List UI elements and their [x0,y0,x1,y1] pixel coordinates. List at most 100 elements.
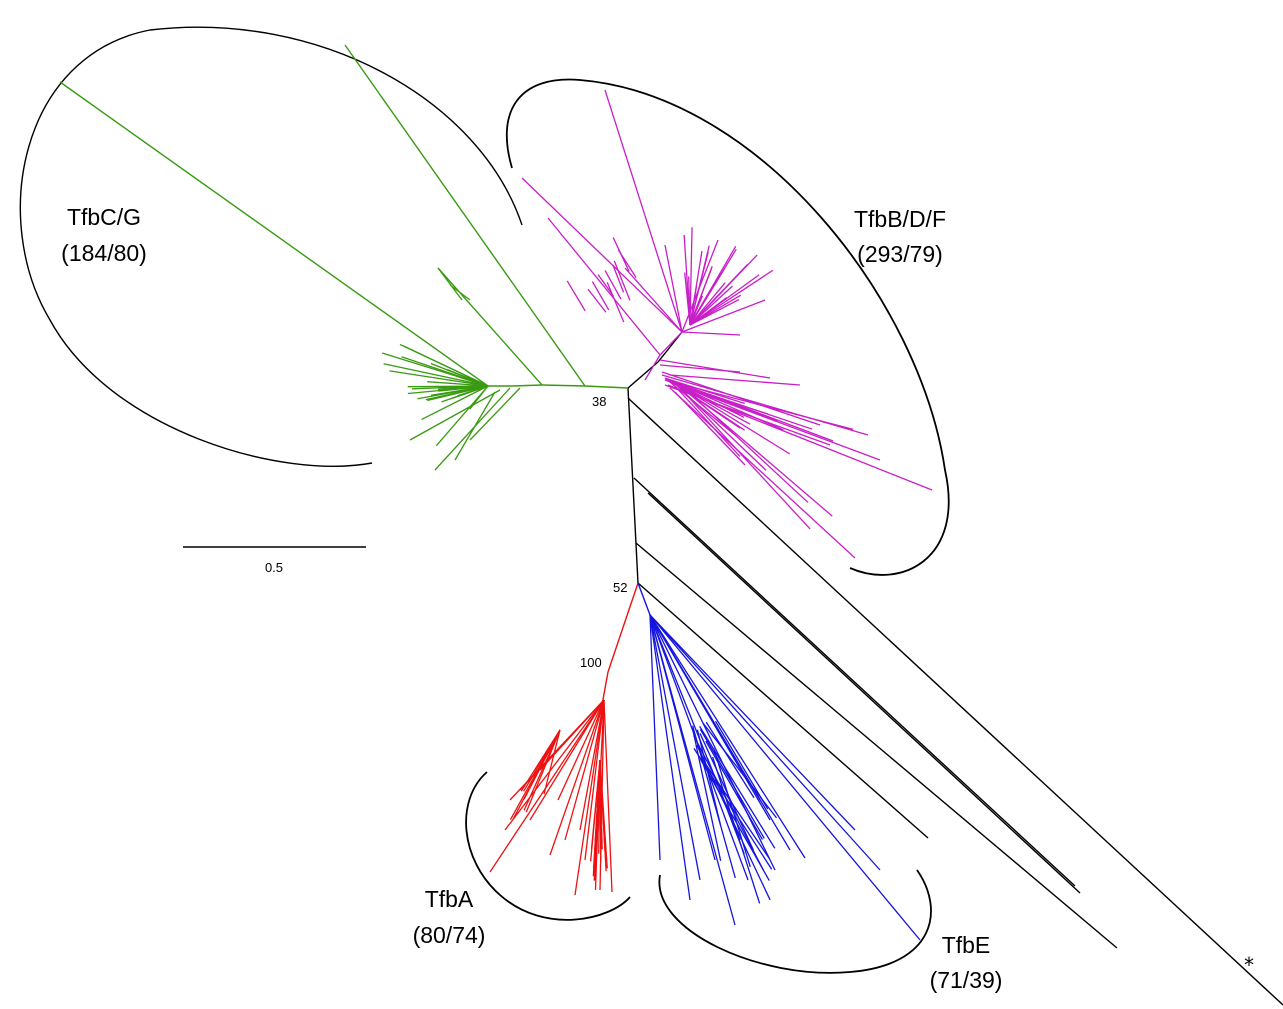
tfbbdf-enclosure [505,78,950,576]
node-support-100: 100 [580,655,602,670]
tfba-leaf [512,729,561,820]
tfba-leaf [489,699,605,873]
tfbcg-label: TfbC/G [67,204,141,230]
tfbe-leaf [649,614,791,851]
tfbbdf-branch [669,374,801,386]
tfbbdf-branch [661,374,869,436]
long-branch-4 [635,542,1118,949]
tfba-leaf [525,729,561,813]
tfbbdf-branches [521,89,933,559]
tfba-leaf [543,729,561,795]
tfbe-leaf [699,733,754,851]
tfbbdf-branch [547,217,661,356]
tfbe-branches [637,582,921,941]
tfbbdf-branch [669,387,856,559]
tfbe-leaf [705,740,763,840]
tfbcg-branch [584,385,629,389]
tfbbdf-leaf [587,288,607,313]
tfbcg-branches [59,44,629,471]
tfba-leaf [564,699,605,841]
tfba-leaf [579,699,605,831]
tfba-leaf [590,759,601,850]
tfbcg-leaf [437,267,463,301]
tfbbdf-counts: (293/79) [857,241,943,267]
tfbcg-leaf [427,381,489,387]
tfbe-leaf [699,726,776,849]
tfbcg-branch [59,81,489,387]
tfbe-leaf [649,614,701,881]
tfbcg-branch [541,384,586,387]
tfba-leaf [529,699,605,821]
tfbe-leaf [693,735,764,871]
tfbbdf-branch [664,244,683,333]
tfbe-leaf [700,757,771,860]
tfbcg-leaf [430,385,489,396]
tfbbdf-label: TfbB/D/F [854,206,946,232]
tfbbdf-leaf [689,254,758,326]
tfbcg-leaf [383,363,489,387]
tfbe-leaf [649,614,921,941]
tfbcg-leaf [437,385,489,391]
tfbcg-leaf [389,370,489,387]
tfbe-counts: (71/39) [930,967,1003,993]
tfbbdf-branch [624,267,683,333]
tfbbdf-leaf [689,269,774,326]
tfbe-leaf [693,748,773,870]
tfbe-leaf [691,725,736,879]
tfbbdf-leaf [617,249,637,279]
tfbbdf-branch [659,359,771,379]
tfba-leaf [603,699,613,893]
tfbcg-branch [437,267,543,386]
tfbcg-leaf [409,389,501,441]
tfbbdf-leaf [689,227,693,326]
tfbbdf-leaf [591,281,610,311]
tfbbdf-leaf [689,245,710,326]
tfbcg-branch [511,384,543,387]
tfbbdf-stem [627,331,683,389]
tfbe-leaf [699,728,765,839]
clade-enclosures [19,26,950,974]
tfbe-leaf [649,614,716,861]
tfbe-leaf [649,614,691,901]
scale-bar-label: 0.5 [265,560,283,575]
tfbbdf-leaf [673,381,854,431]
tfbbdf-leaf [670,380,745,431]
tfbcg-leaf [427,385,489,402]
tfbe-leaf [702,723,778,819]
long-branch-5 [637,582,929,839]
tfbbdf-branch [644,354,661,381]
tfba-leaf [574,699,605,896]
tfbe-enclosure [658,869,932,974]
long-branch-1 [627,397,1283,1006]
node-support-38: 38 [592,394,606,409]
tfbbdf-branch [604,89,683,333]
outgroup-marker: * [1244,953,1254,977]
tfbcg-leaf [449,284,471,301]
tfbbdf-leaf [676,383,791,455]
tfbe-leaf [649,614,881,871]
tfbbdf-leaf [612,264,625,293]
tfbcg-leaf [421,385,489,421]
tfbbdf-branch [521,177,683,333]
central-backbone [627,387,639,584]
tfbbdf-leaf [673,382,767,471]
tfba-enclosure [465,771,631,921]
tfbe-leaf [649,614,856,831]
tfbe-leaf [649,614,661,861]
tfbbdf-leaf [604,270,622,300]
tfbbdf-leaf [689,265,713,326]
tfbbdf-leaf [689,298,740,326]
tfba-label: TfbA [425,886,474,912]
tfbbdf-leaf [613,260,631,301]
backbone-branches [627,331,1283,1006]
long-branch-2 [633,477,1076,887]
tfbcg-leaf [441,385,489,403]
tfba-leaf [584,699,605,861]
tfba-leaf [598,759,601,854]
tfbbdf-leaf [669,379,741,457]
tfbbdf-leaf [689,274,760,326]
tfbbdf-branch [659,331,683,356]
tfbbdf-leaf [566,280,586,312]
tfba-leaf [557,699,605,801]
